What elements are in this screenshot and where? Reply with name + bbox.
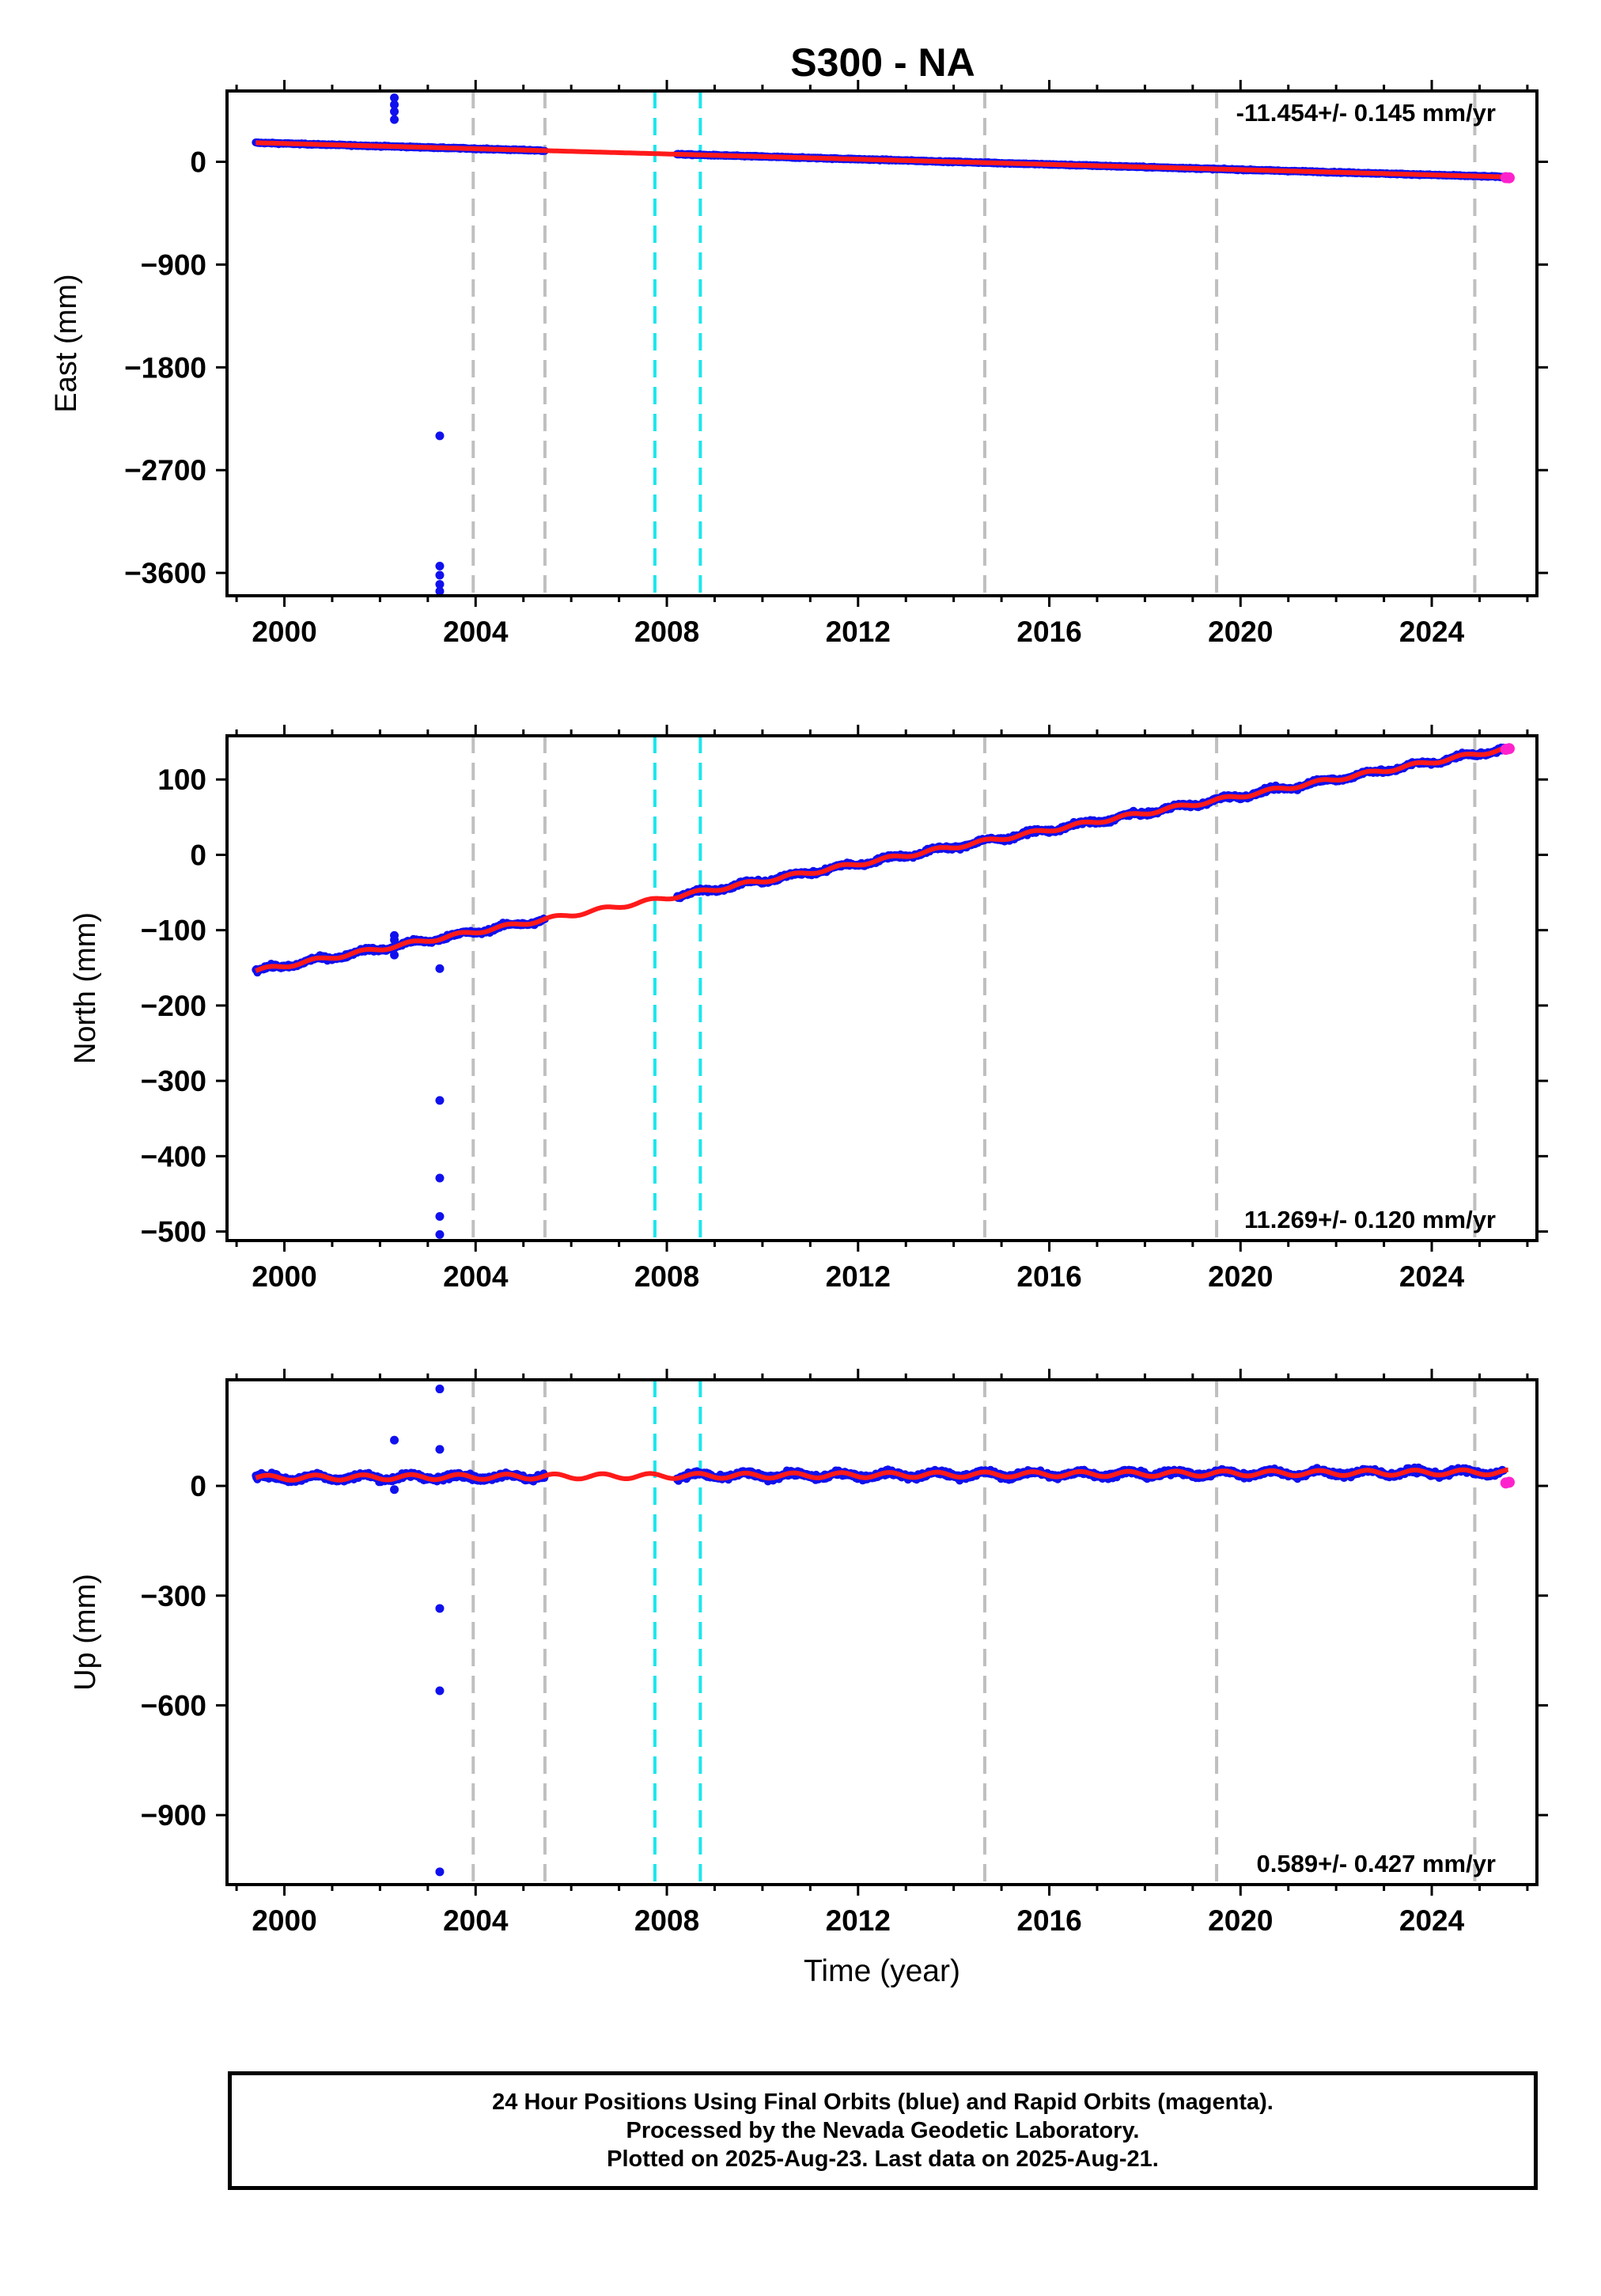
y-tick-label: 100 <box>157 763 206 796</box>
x-tick-label: 2008 <box>634 616 699 648</box>
model-fit-line <box>255 744 1509 973</box>
x-tick-label: 2020 <box>1208 616 1273 648</box>
y-tick-label: −3600 <box>124 557 206 589</box>
y-tick-label: −400 <box>141 1140 206 1173</box>
x-tick-label: 2016 <box>1016 616 1081 648</box>
y-tick-label: −500 <box>141 1216 206 1248</box>
outlier-point <box>435 580 445 589</box>
east-panel: 2000 2004 2008 2012 2016 2020 2024 0 −900 −1800 −2… <box>50 80 1548 648</box>
outlier-point <box>390 935 399 945</box>
x-tick-label: 2012 <box>826 1260 891 1293</box>
outlier-point <box>435 586 445 596</box>
x-tick-label: 2016 <box>1016 1260 1081 1293</box>
plot-frame <box>225 89 1539 597</box>
outlier-point <box>390 93 399 103</box>
rapid-orbit-point <box>1503 743 1515 755</box>
x-tick-label: 2024 <box>1399 616 1465 648</box>
velocity-label: -11.454+/- 0.145 mm/yr <box>1236 99 1496 127</box>
outlier-point <box>435 964 445 973</box>
y-tick-label: −2700 <box>124 454 206 487</box>
y-tick-label: −900 <box>141 248 206 281</box>
outlier-point <box>435 1229 445 1239</box>
x-tick-label: 2008 <box>634 1260 699 1293</box>
y-tick-label: 0 <box>190 839 206 871</box>
x-tick-label: 2004 <box>443 1260 509 1293</box>
y-axis-label: North (mm) <box>69 912 102 1064</box>
y-tick-label: −1800 <box>124 351 206 384</box>
y-tick-label: −200 <box>141 990 206 1022</box>
outlier-point <box>435 570 445 580</box>
outlier-point <box>390 107 399 116</box>
y-tick-label: −100 <box>141 915 206 947</box>
outlier-point <box>435 1173 445 1183</box>
up-panel: 2000 2004 2008 2012 2016 2020 20240−300−600−90… <box>69 1369 1548 1988</box>
outlier-point <box>435 431 445 441</box>
x-tick-label: 2024 <box>1399 1260 1465 1293</box>
north-panel: 2000 2004 2008 2012 2016 2020 2024 100 0 −100 −200… <box>69 725 1548 1293</box>
outlier-point <box>390 115 399 124</box>
model-fit-line <box>255 140 1508 180</box>
outlier-point <box>435 1096 445 1105</box>
figure-title: S300 - NA <box>790 40 975 85</box>
outlier-point <box>390 950 399 960</box>
rapid-orbit-point <box>1503 172 1515 184</box>
plot-frame <box>225 734 1539 1242</box>
y-tick-label: 0 <box>190 146 206 178</box>
x-tick-label: 2020 <box>1208 1260 1273 1293</box>
x-tick-label: 2000 <box>252 616 316 648</box>
velocity-label: 11.269+/- 0.120 mm/yr <box>1244 1206 1496 1233</box>
outlier-point <box>435 1212 445 1222</box>
outlier-point <box>390 100 399 109</box>
y-axis-label: East (mm) <box>50 274 83 412</box>
x-tick-label: 2012 <box>826 616 891 648</box>
x-tick-label: 2000 <box>252 1260 316 1293</box>
outlier-point <box>435 561 445 570</box>
y-tick-label: −300 <box>141 1065 206 1097</box>
x-tick-label: 2004 <box>443 616 509 648</box>
